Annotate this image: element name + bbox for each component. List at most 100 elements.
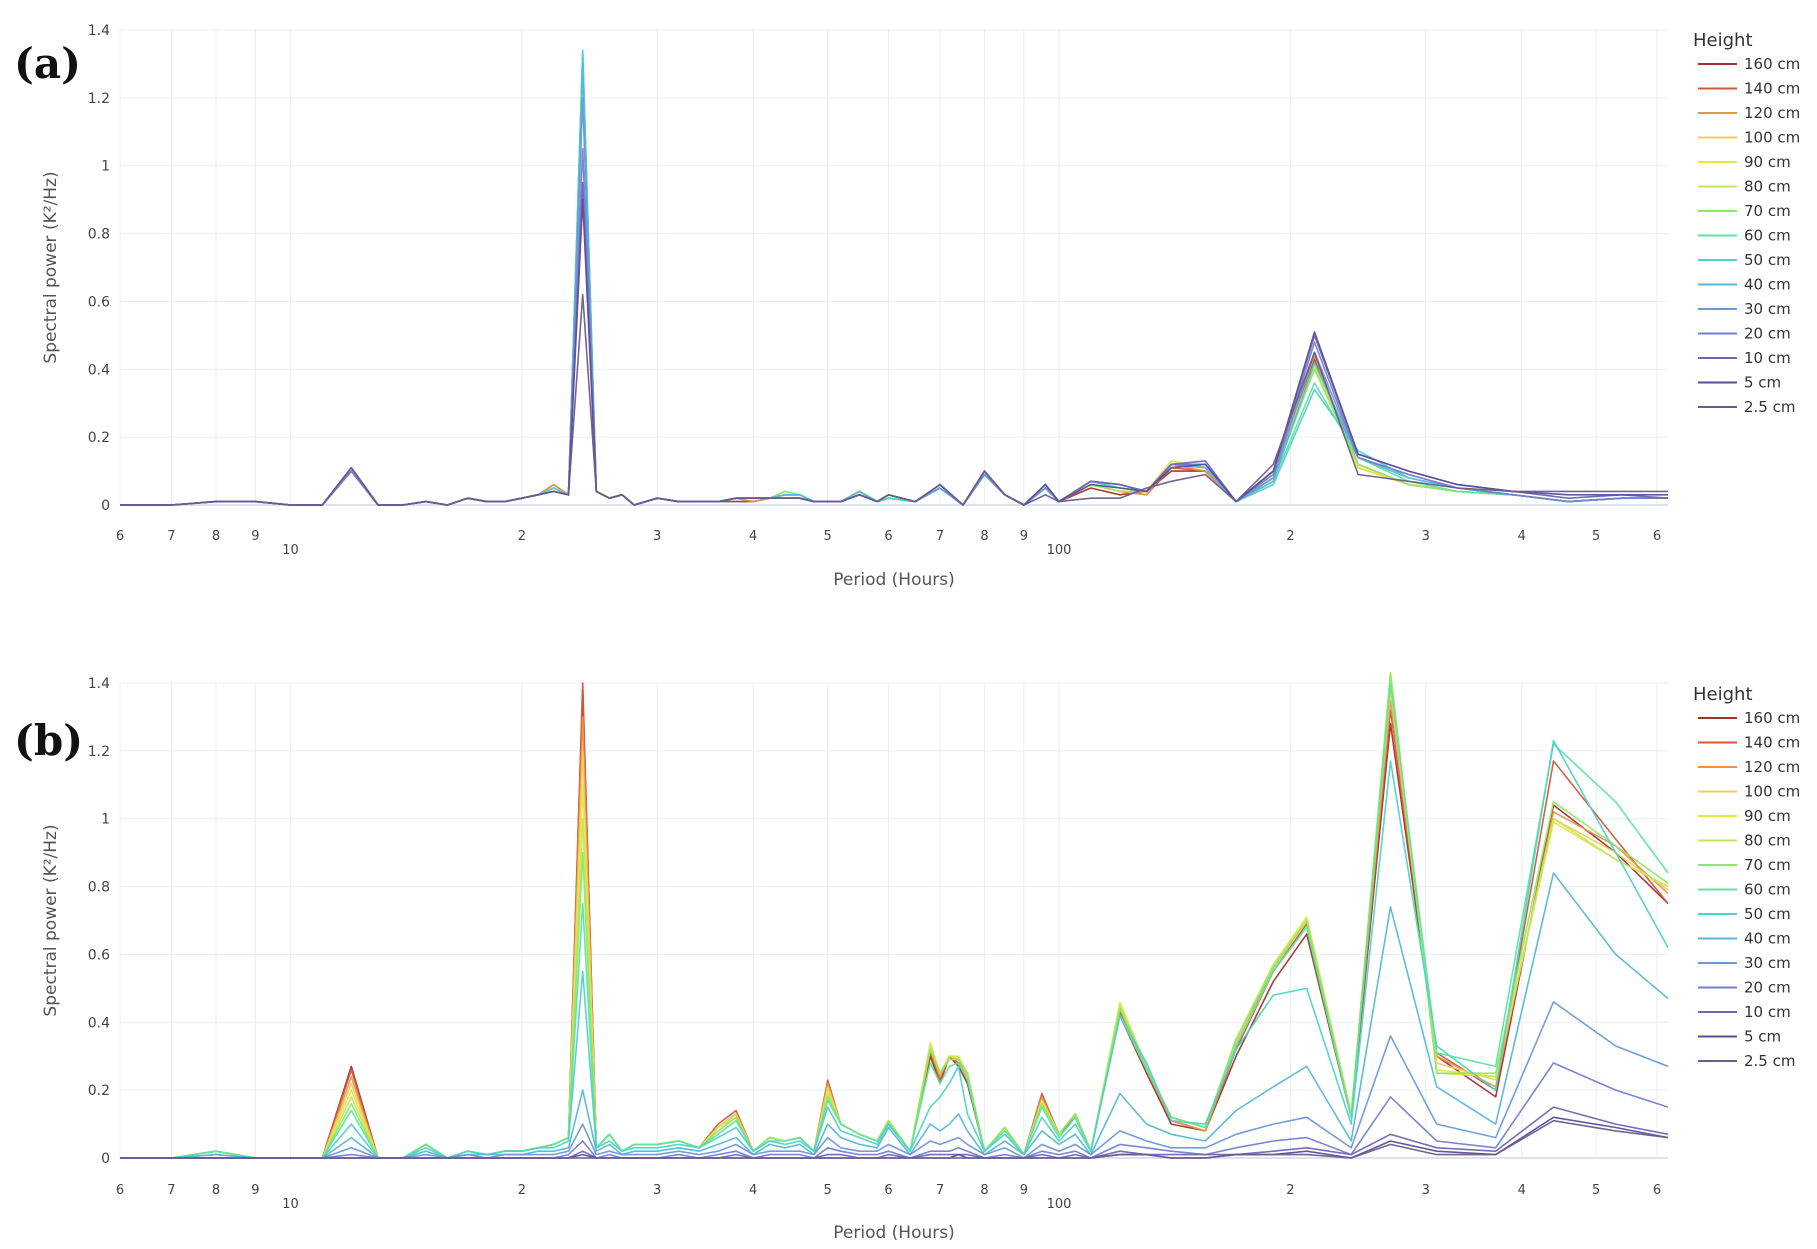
series-group (120, 49, 1669, 506)
legend-label: 30 cm (1744, 300, 1791, 318)
x-tick-label: 6 (116, 1183, 124, 1198)
x-tick-label: 5 (824, 1183, 832, 1198)
x-tick-label: 9 (251, 1183, 259, 1198)
legend-label: 70 cm (1744, 856, 1791, 874)
legend-label: 60 cm (1744, 881, 1791, 899)
y-tick-label: 0.6 (88, 947, 110, 963)
legend-label: 10 cm (1744, 349, 1791, 367)
y-tick-label: 0.8 (88, 227, 110, 243)
series-line-100-cm (120, 56, 1668, 506)
x-tick-label: 6 (1653, 1183, 1661, 1198)
series-line-40-cm (120, 872, 1669, 1159)
legend-title: Height (1693, 684, 1753, 705)
y-tick-label: 1.2 (88, 744, 110, 760)
x-tick-label: 3 (1422, 529, 1430, 544)
legend-label: 2.5 cm (1744, 1052, 1795, 1070)
chart-panel-b: 0 0.2 0.4 0.6 0.8 1 1.2 1.4 6 7 8 9 10 2 3 4 5 6 7 8 9 100 2 3 4… (14, 671, 1800, 1243)
y-tick-label: 0.2 (88, 1083, 110, 1099)
y-axis-title: Spectral power (K²/Hz) (41, 824, 61, 1016)
series-line-5-cm (120, 198, 1668, 506)
legend-label: 50 cm (1744, 251, 1791, 269)
x-tick-label: 9 (1020, 1183, 1028, 1198)
legend-label: 160 cm (1744, 55, 1800, 73)
x-tick-label: 5 (1592, 1183, 1600, 1198)
x-tick-label: 7 (936, 529, 944, 544)
x-tick-label: 9 (1020, 529, 1028, 544)
legend-label: 80 cm (1744, 832, 1791, 850)
legend-label: 20 cm (1744, 325, 1791, 343)
legend-label: 140 cm (1744, 734, 1800, 752)
x-tick-label: 4 (1518, 529, 1526, 544)
x-tick-label: 6 (1653, 529, 1661, 544)
y-tick-label: 0 (101, 498, 110, 514)
x-tick-label: 7 (167, 529, 175, 544)
panel-label: (b) (14, 716, 83, 765)
y-tick-label: 0.4 (88, 1015, 110, 1031)
legend-label: 120 cm (1744, 104, 1800, 122)
y-tick-label: 0.8 (88, 880, 110, 896)
series-line-50-cm (120, 739, 1669, 1159)
x-tick-label: 8 (980, 1183, 988, 1198)
y-tick-label: 0.2 (88, 430, 110, 446)
legend-label: 10 cm (1744, 1003, 1791, 1021)
x-tick-label: 10 (282, 543, 299, 558)
x-tick-label: 2 (1286, 529, 1294, 544)
x-tick-label: 8 (212, 529, 220, 544)
series-line-40-cm (120, 63, 1668, 506)
legend-label: 120 cm (1744, 758, 1800, 776)
x-tick-label: 4 (749, 529, 757, 544)
x-tick-label: 6 (884, 1183, 892, 1198)
series-line-30-cm (120, 1001, 1669, 1159)
x-tick-label: 10 (282, 1197, 299, 1212)
x-tick-label: 9 (251, 529, 259, 544)
x-tick-label: 8 (212, 1183, 220, 1198)
legend-label: 60 cm (1744, 227, 1791, 245)
y-tick-label: 1 (101, 159, 110, 175)
legend-label: 20 cm (1744, 979, 1791, 997)
chart-panel-a: 0 0.2 0.4 0.6 0.8 1 1.2 1.4 6 7 8 9 10 2 3 4 5 6 7 8 9 100 2 3 4… (14, 23, 1800, 590)
x-tick-label: 4 (1518, 1183, 1526, 1198)
x-tick-label: 6 (116, 529, 124, 544)
x-tick-label: 100 (1047, 543, 1072, 558)
x-tick-label: 5 (1592, 529, 1600, 544)
x-tick-label: 7 (167, 1183, 175, 1198)
y-tick-label: 0.4 (88, 362, 110, 378)
series-line-120-cm (120, 59, 1668, 506)
legend-label: 90 cm (1744, 153, 1791, 171)
legend-label: 2.5 cm (1744, 398, 1795, 416)
x-tick-label: 2 (518, 529, 526, 544)
series-group (120, 671, 1669, 1159)
y-tick-label: 1.4 (88, 676, 110, 692)
legend-label: 160 cm (1744, 709, 1800, 727)
x-tick-label: 100 (1047, 1197, 1072, 1212)
x-tick-label: 8 (980, 529, 988, 544)
series-line-2-5-cm (120, 1119, 1669, 1159)
series-line-90-cm (120, 56, 1668, 506)
x-tick-label: 7 (936, 1183, 944, 1198)
series-line-20-cm (120, 147, 1668, 506)
x-tick-label: 6 (884, 529, 892, 544)
x-tick-label: 2 (1286, 1183, 1294, 1198)
series-line-10-cm (120, 181, 1669, 506)
legend-label: 100 cm (1744, 129, 1800, 147)
y-tick-label: 0 (101, 1151, 110, 1167)
y-tick-label: 1 (101, 812, 110, 828)
legend: Height 160 cm 140 cm 120 cm 100 cm 90 cm 80 cm… (1693, 30, 1800, 416)
legend-label: 5 cm (1744, 1028, 1781, 1046)
x-tick-label: 3 (1422, 1183, 1430, 1198)
series-line-160-cm (120, 63, 1668, 506)
series-line-120-cm (120, 699, 1669, 1159)
legend-label: 90 cm (1744, 807, 1791, 825)
legend-label: 100 cm (1744, 783, 1800, 801)
x-tick-label: 4 (749, 1183, 757, 1198)
legend-title: Height (1693, 30, 1753, 51)
x-axis-title: Period (Hours) (833, 1223, 954, 1243)
y-tick-label: 1.2 (88, 91, 110, 107)
series-line-2-5-cm (120, 293, 1668, 506)
y-tick-label: 0.6 (88, 294, 110, 310)
panel-label: (a) (14, 39, 81, 88)
legend-label: 50 cm (1744, 905, 1791, 923)
x-tick-label: 2 (518, 1183, 526, 1198)
legend-label: 40 cm (1744, 930, 1791, 948)
